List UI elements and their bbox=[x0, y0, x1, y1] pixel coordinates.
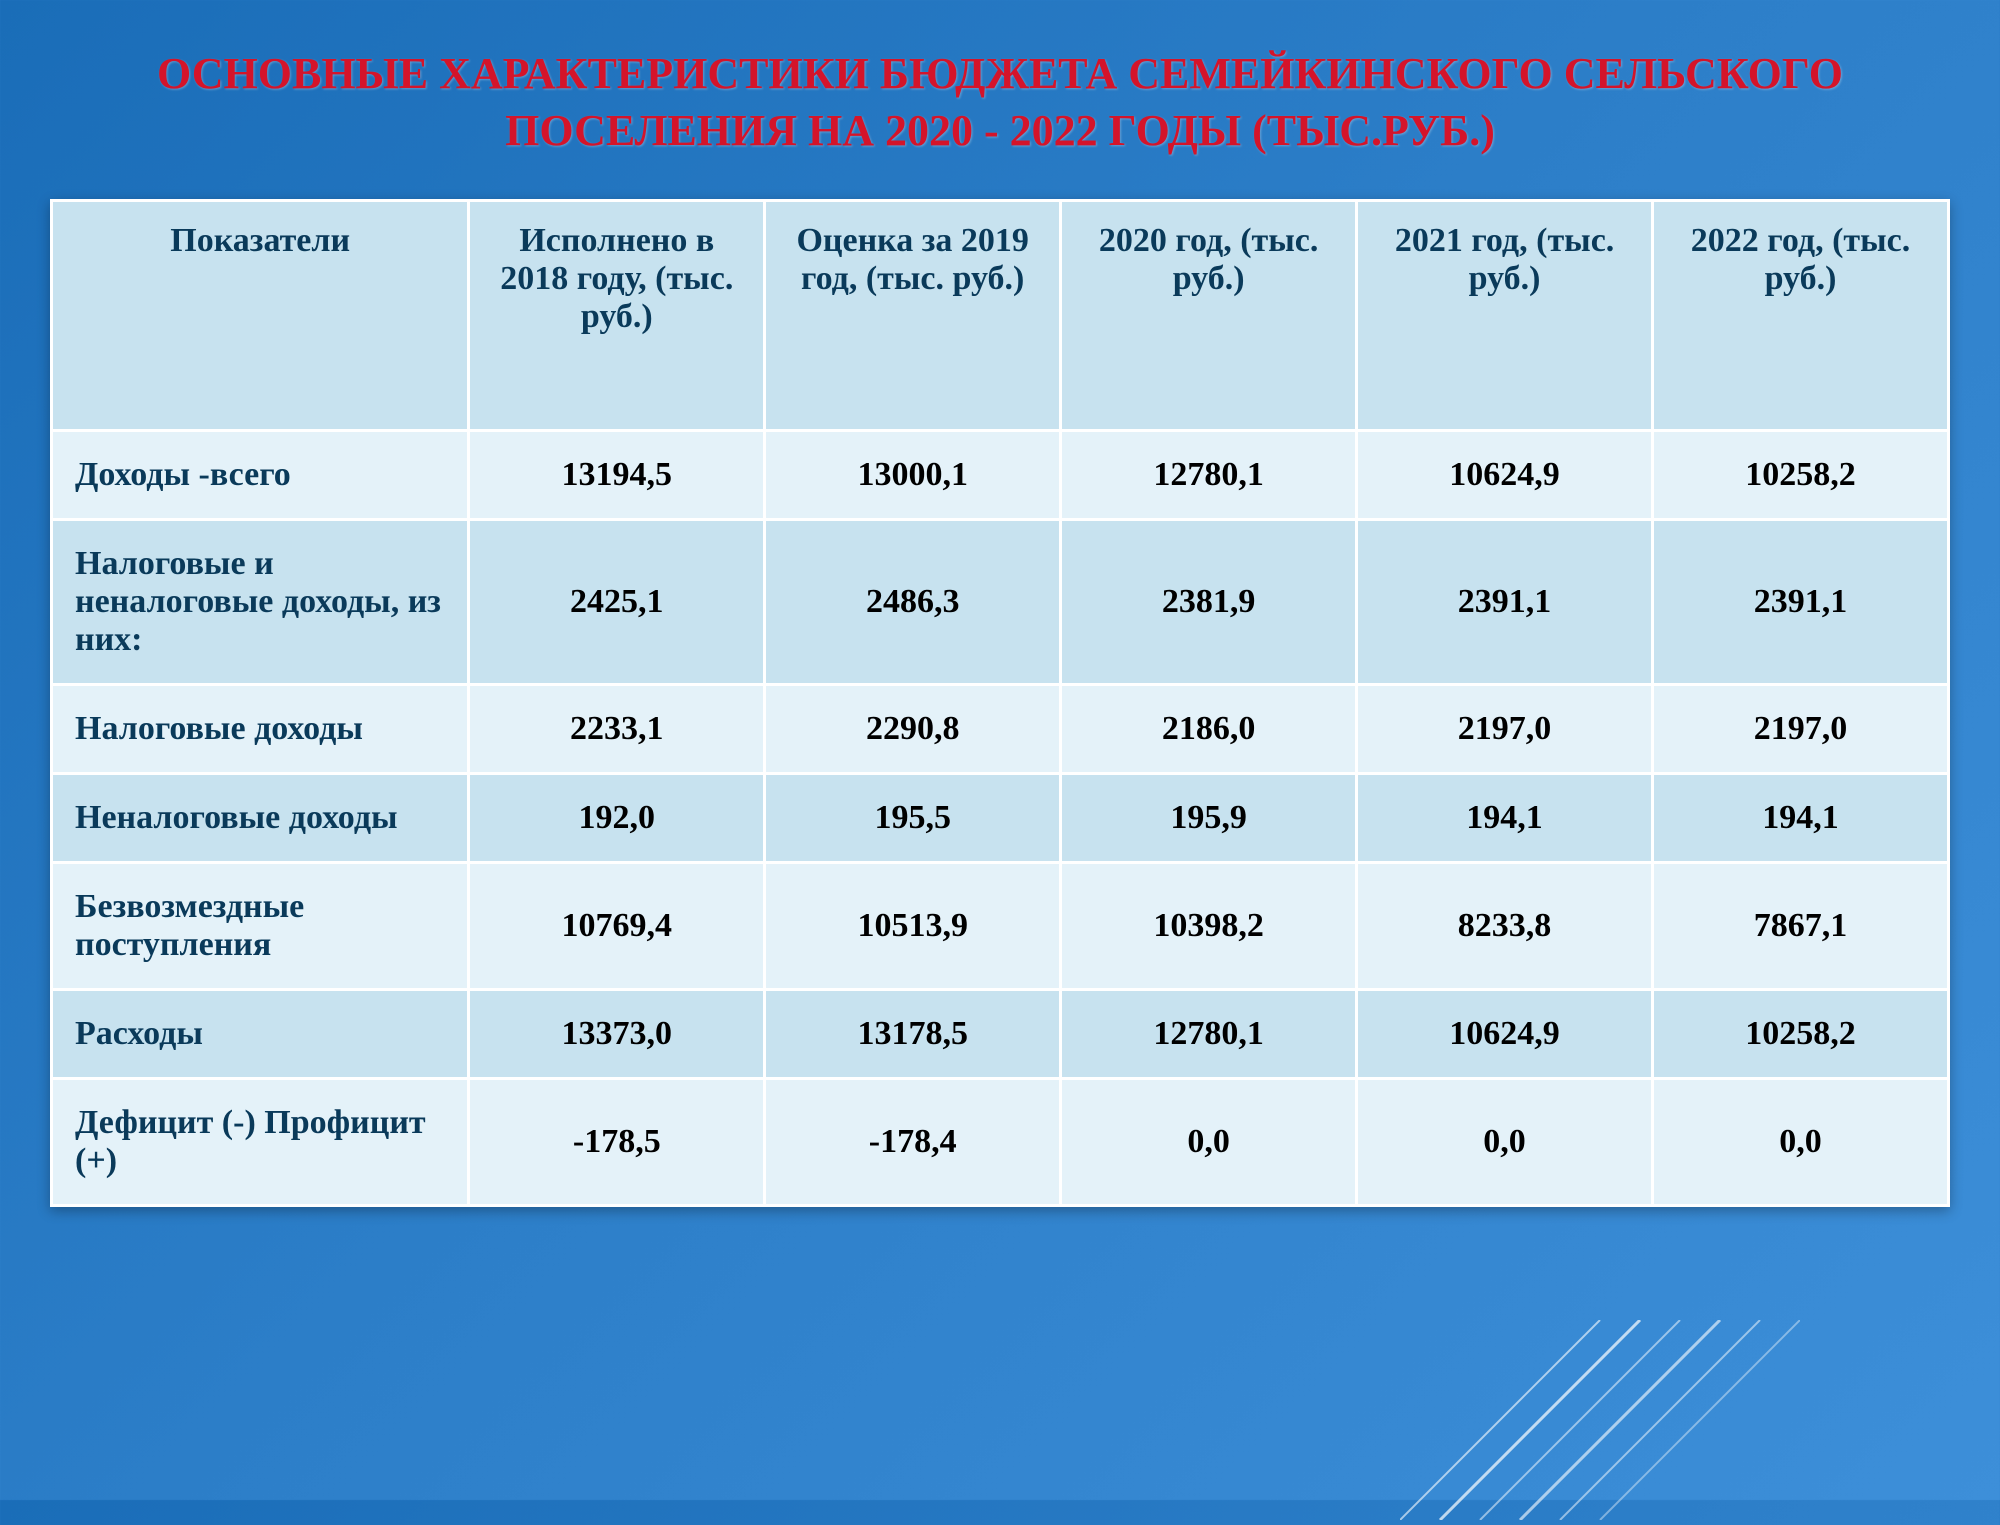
cell-value: 8233,8 bbox=[1357, 863, 1653, 990]
page-title: ОСНОВНЫЕ ХАРАКТЕРИСТИКИ БЮДЖЕТА СЕМЕЙКИН… bbox=[0, 0, 2000, 199]
cell-value: 2391,1 bbox=[1357, 520, 1653, 685]
row-label: Налоговые доходы bbox=[52, 685, 469, 774]
cell-value: 10258,2 bbox=[1653, 431, 1949, 520]
row-label: Безвозмездные поступления bbox=[52, 863, 469, 990]
cell-value: 192,0 bbox=[469, 774, 765, 863]
cell-value: 0,0 bbox=[1357, 1079, 1653, 1206]
cell-value: 13000,1 bbox=[765, 431, 1061, 520]
col-header-indicators: Показатели bbox=[52, 201, 469, 431]
table-row: Дефицит (-) Профицит (+) -178,5 -178,4 0… bbox=[52, 1079, 1949, 1206]
budget-table-container: Показатели Исполнено в 2018 году, (тыс. … bbox=[50, 199, 1950, 1207]
table-row: Налоговые и неналоговые доходы, из них: … bbox=[52, 520, 1949, 685]
cell-value: 2197,0 bbox=[1653, 685, 1949, 774]
cell-value: 13178,5 bbox=[765, 990, 1061, 1079]
cell-value: 2290,8 bbox=[765, 685, 1061, 774]
cell-value: 2391,1 bbox=[1653, 520, 1949, 685]
row-label: Расходы bbox=[52, 990, 469, 1079]
cell-value: 10624,9 bbox=[1357, 431, 1653, 520]
cell-value: 195,5 bbox=[765, 774, 1061, 863]
table-row: Налоговые доходы 2233,1 2290,8 2186,0 21… bbox=[52, 685, 1949, 774]
row-label: Доходы -всего bbox=[52, 431, 469, 520]
col-header-2020: 2020 год, (тыс. руб.) bbox=[1061, 201, 1357, 431]
cell-value: 10513,9 bbox=[765, 863, 1061, 990]
table-header-row: Показатели Исполнено в 2018 году, (тыс. … bbox=[52, 201, 1949, 431]
cell-value: 2197,0 bbox=[1357, 685, 1653, 774]
cell-value: 10258,2 bbox=[1653, 990, 1949, 1079]
cell-value: -178,5 bbox=[469, 1079, 765, 1206]
cell-value: 0,0 bbox=[1653, 1079, 1949, 1206]
row-label: Неналоговые доходы bbox=[52, 774, 469, 863]
cell-value: 10769,4 bbox=[469, 863, 765, 990]
cell-value: 2486,3 bbox=[765, 520, 1061, 685]
col-header-2018: Исполнено в 2018 году, (тыс. руб.) bbox=[469, 201, 765, 431]
row-label: Налоговые и неналоговые доходы, из них: bbox=[52, 520, 469, 685]
cell-value: 12780,1 bbox=[1061, 990, 1357, 1079]
cell-value: 10398,2 bbox=[1061, 863, 1357, 990]
cell-value: 2233,1 bbox=[469, 685, 765, 774]
row-label: Дефицит (-) Профицит (+) bbox=[52, 1079, 469, 1206]
cell-value: 2381,9 bbox=[1061, 520, 1357, 685]
col-header-2022: 2022 год, (тыс. руб.) bbox=[1653, 201, 1949, 431]
table-row: Доходы -всего 13194,5 13000,1 12780,1 10… bbox=[52, 431, 1949, 520]
cell-value: 194,1 bbox=[1653, 774, 1949, 863]
cell-value: 10624,9 bbox=[1357, 990, 1653, 1079]
budget-table: Показатели Исполнено в 2018 году, (тыс. … bbox=[50, 199, 1950, 1207]
cell-value: 12780,1 bbox=[1061, 431, 1357, 520]
cell-value: 0,0 bbox=[1061, 1079, 1357, 1206]
col-header-2021: 2021 год, (тыс. руб.) bbox=[1357, 201, 1653, 431]
decorative-lines-icon bbox=[1400, 1320, 1800, 1520]
cell-value: 2425,1 bbox=[469, 520, 765, 685]
table-row: Безвозмездные поступления 10769,4 10513,… bbox=[52, 863, 1949, 990]
cell-value: 194,1 bbox=[1357, 774, 1653, 863]
table-row: Неналоговые доходы 192,0 195,5 195,9 194… bbox=[52, 774, 1949, 863]
cell-value: -178,4 bbox=[765, 1079, 1061, 1206]
col-header-2019: Оценка за 2019 год, (тыс. руб.) bbox=[765, 201, 1061, 431]
cell-value: 13373,0 bbox=[469, 990, 765, 1079]
table-row: Расходы 13373,0 13178,5 12780,1 10624,9 … bbox=[52, 990, 1949, 1079]
cell-value: 195,9 bbox=[1061, 774, 1357, 863]
cell-value: 7867,1 bbox=[1653, 863, 1949, 990]
cell-value: 13194,5 bbox=[469, 431, 765, 520]
cell-value: 2186,0 bbox=[1061, 685, 1357, 774]
